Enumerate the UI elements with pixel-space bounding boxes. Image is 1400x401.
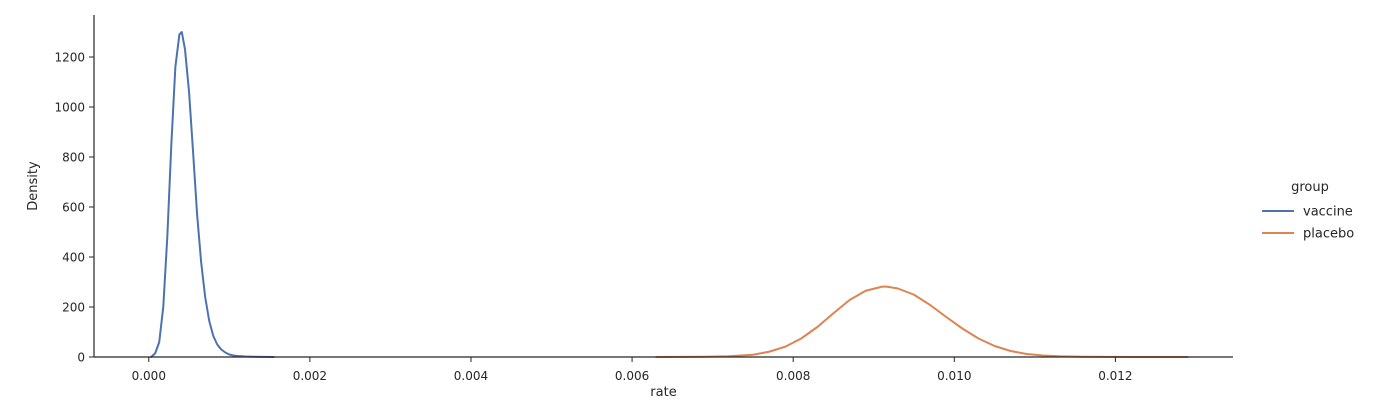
y-axis-label: Density: [26, 161, 41, 211]
x-tick-label: 0.004: [454, 369, 488, 383]
plot-area: [150, 31, 1189, 358]
x-tick-label: 0.008: [776, 369, 810, 383]
series-line-vaccine: [150, 31, 275, 358]
x-tick-label: 0.000: [132, 369, 166, 383]
y-tick-label: 400: [62, 251, 85, 265]
x-axis-ticks: 0.000 0.002 0.004 0.006 0.008 0.010 0.012: [132, 357, 1133, 383]
series-line-placebo: [655, 285, 1189, 358]
x-tick-label: 0.012: [1098, 369, 1132, 383]
y-tick-label: 200: [62, 301, 85, 315]
x-tick-label: 0.002: [293, 369, 327, 383]
legend: group vaccine placebo: [1262, 180, 1354, 242]
y-tick-label: 1000: [54, 101, 85, 115]
x-tick-label: 0.010: [937, 369, 971, 383]
y-tick-label: 600: [62, 201, 85, 215]
y-tick-label: 0: [77, 351, 85, 365]
legend-label-placebo: placebo: [1303, 227, 1354, 242]
axes: 0.000 0.002 0.004 0.006 0.008 0.010 0.012 0 200…: [26, 15, 1233, 400]
legend-title: group: [1291, 180, 1329, 195]
y-tick-label: 800: [62, 151, 85, 165]
y-tick-label: 1200: [54, 51, 85, 65]
y-axis-ticks: 0 200 400 600 800 1000 1200: [54, 51, 94, 365]
legend-items: vaccine placebo: [1262, 205, 1354, 242]
x-tick-label: 0.006: [615, 369, 649, 383]
legend-label-vaccine: vaccine: [1303, 205, 1353, 220]
x-axis-label: rate: [650, 385, 676, 400]
